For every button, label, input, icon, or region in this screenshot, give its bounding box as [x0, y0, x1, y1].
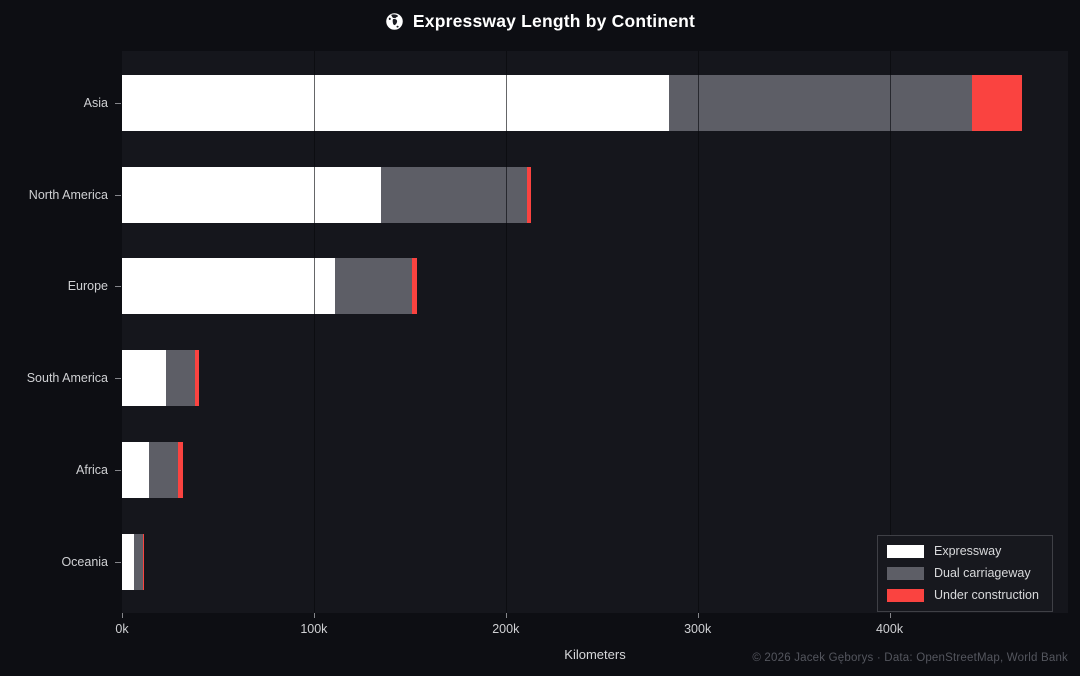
x-tick-mark [122, 613, 123, 618]
x-tick-label-0k: 0k [115, 622, 129, 636]
gridline [505, 51, 507, 613]
y-tick-label-asia: Asia [83, 95, 108, 110]
footer-credit: © 2026 Jacek Gęborys · Data: OpenStreetM… [752, 652, 1068, 664]
y-tick-mark [115, 561, 121, 563]
legend-label-under-construction: Under construction [934, 587, 1039, 602]
bar-segment-dual-carriageway [334, 258, 412, 315]
bar-segment-expressway [122, 441, 149, 498]
bar-segment-under-construction [194, 350, 199, 407]
bar-segment-dual-carriageway [133, 533, 144, 590]
y-tick-mark [115, 286, 121, 288]
bar-segment-expressway [122, 166, 382, 223]
x-tick-mark [889, 613, 891, 618]
bar-row-europe [122, 258, 418, 315]
bar-row-asia [122, 75, 1022, 131]
legend-item-dual-carriageway: Dual carriageway [887, 564, 1039, 582]
bar-segment-under-construction [177, 441, 184, 498]
bar-segment-under-construction [972, 75, 1022, 131]
legend-swatch-expressway [887, 544, 924, 558]
y-tick-mark [115, 194, 121, 196]
bar-segment-under-construction [526, 166, 531, 223]
x-tick-label-300k: 300k [684, 622, 712, 636]
bar-segment-dual-carriageway [668, 75, 973, 131]
legend: Expressway Dual carriageway Under construc… [877, 535, 1053, 612]
x-tick-mark [505, 613, 507, 618]
x-tick-label-100k: 100k [300, 622, 328, 636]
y-tick-label-europe: Europe [67, 279, 108, 294]
gridline [313, 51, 315, 613]
bar-segment-expressway [122, 258, 335, 315]
bar-segment-under-construction [411, 258, 418, 315]
x-tick-mark [313, 613, 315, 618]
chart-title: Expressway Length by Continent [412, 11, 696, 31]
gridline [697, 51, 699, 613]
y-tick-label-oceania: Oceania [61, 554, 108, 569]
x-tick-label-400k: 400k [875, 622, 904, 636]
legend-label-expressway: Expressway [934, 543, 1002, 558]
legend-label-dual-carriageway: Dual carriageway [934, 565, 1031, 580]
legend-swatch-dual-carriageway [887, 566, 924, 580]
x-axis-label: Kilometers [564, 647, 626, 662]
legend-item-under-construction: Under construction [887, 586, 1039, 604]
globe-icon [385, 12, 404, 31]
bar-row-north-america [122, 166, 531, 223]
gridline [889, 51, 891, 613]
y-tick-mark [115, 103, 121, 104]
bar-row-oceania [122, 533, 145, 590]
bar-segment-expressway [122, 533, 134, 590]
legend-item-expressway: Expressway [887, 542, 1039, 560]
bar-segment-under-construction [143, 533, 145, 590]
bar-segment-dual-carriageway [381, 166, 527, 223]
legend-swatch-under-construction [887, 588, 924, 602]
bar-segment-dual-carriageway [148, 441, 178, 498]
chart-title-row: Expressway Length by Continent [0, 11, 1080, 32]
bar-row-south-america [122, 350, 199, 407]
bar-segment-expressway [122, 75, 669, 131]
plot-area [122, 51, 1068, 613]
y-tick-label-africa: Africa [76, 462, 108, 477]
y-tick-label-south-america: South America [26, 370, 108, 385]
x-tick-label-200k: 200k [492, 622, 520, 636]
x-tick-mark [697, 613, 699, 618]
y-tick-mark [115, 378, 121, 380]
y-tick-mark [115, 469, 121, 471]
bar-segment-expressway [122, 350, 167, 407]
y-tick-label-north-america: North America [28, 187, 108, 202]
bar-row-africa [122, 441, 184, 498]
bar-segment-dual-carriageway [166, 350, 195, 407]
